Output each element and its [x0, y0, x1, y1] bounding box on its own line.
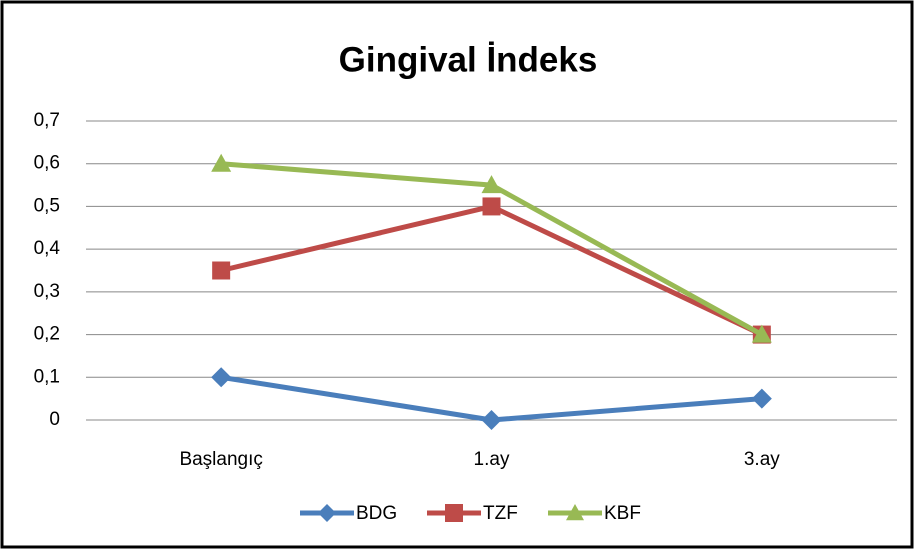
marker — [481, 410, 502, 430]
marker — [211, 153, 232, 172]
marker — [211, 367, 232, 388]
legend-marker — [445, 504, 463, 522]
legend-label: BDG — [356, 503, 397, 524]
y-tick-label: 0,1 — [34, 366, 60, 387]
marker — [482, 197, 501, 216]
legend-label: KBF — [604, 503, 641, 524]
x-tick-label: Başlangıç — [179, 449, 262, 470]
marker — [751, 388, 772, 409]
y-tick-label: 0,2 — [34, 324, 60, 345]
chart-title: Gingival İndeks — [339, 40, 598, 79]
marker — [751, 324, 772, 343]
y-tick-label: 0,7 — [34, 110, 60, 131]
y-tick-label: 0,4 — [34, 238, 61, 259]
marker — [481, 175, 502, 194]
y-tick-label: 0 — [49, 409, 60, 430]
y-tick-label: 0,6 — [34, 153, 60, 174]
x-tick-label: 1.ay — [474, 449, 510, 470]
marker — [212, 261, 231, 280]
legend-label: TZF — [483, 503, 518, 524]
y-tick-label: 0,3 — [34, 281, 60, 302]
x-tick-label: 3.ay — [744, 449, 780, 470]
legend-marker — [566, 504, 584, 521]
y-tick-label: 0,5 — [34, 195, 60, 216]
legend-marker — [318, 504, 336, 522]
